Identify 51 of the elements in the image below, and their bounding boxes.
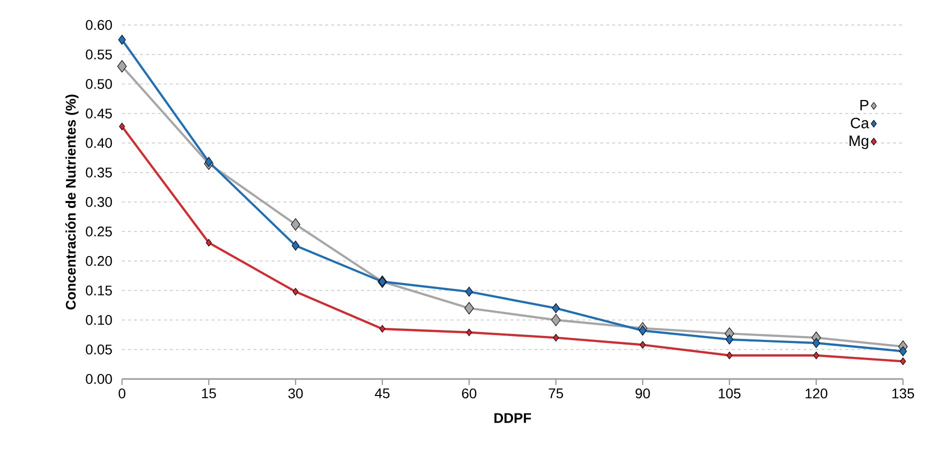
point — [726, 352, 732, 360]
x-tick-label: 15 — [202, 388, 216, 398]
x-tick-label: 135 — [892, 388, 914, 398]
x-tick-label: 120 — [806, 388, 828, 398]
y-tick-label: 0.60 — [86, 20, 112, 30]
point — [551, 314, 561, 326]
point — [206, 238, 212, 246]
point — [464, 302, 474, 314]
point — [813, 352, 820, 360]
y-tick-label: 0.50 — [86, 79, 112, 89]
legend-label: Mg — [850, 136, 868, 150]
y-tick-label: 0.30 — [86, 197, 112, 207]
point — [465, 286, 473, 297]
y-tick-label: 0.15 — [86, 286, 112, 296]
point — [466, 328, 472, 336]
point — [900, 358, 906, 366]
y-tick-label: 0.25 — [86, 226, 112, 236]
point — [290, 218, 300, 231]
point — [638, 326, 646, 336]
x-axis-title: DDPF — [494, 413, 531, 423]
point — [292, 288, 298, 296]
y-axis-title: Concentración de Nutrientes (%) — [65, 94, 78, 310]
point — [117, 60, 127, 72]
x-tick-label: 105 — [718, 388, 740, 398]
point — [292, 240, 300, 251]
x-tick-label: 0 — [118, 388, 126, 398]
y-tick-label: 0.55 — [86, 50, 112, 60]
y-tick-label: 0.45 — [86, 108, 112, 118]
legend-label: Ca — [850, 118, 870, 128]
point — [726, 334, 734, 344]
point — [119, 122, 125, 130]
point — [640, 340, 646, 349]
y-tick-label: 0.20 — [86, 256, 112, 266]
point — [552, 334, 559, 342]
legend-label: P — [860, 100, 868, 110]
x-tick-label: 90 — [636, 388, 650, 398]
point — [899, 346, 907, 356]
x-tick-label: 45 — [374, 388, 390, 398]
x-tick-label: 30 — [288, 388, 303, 398]
x-tick-label: 60 — [462, 388, 476, 398]
point — [812, 338, 820, 348]
point — [204, 156, 213, 167]
y-tick-label: 0.00 — [86, 374, 112, 384]
point — [552, 303, 560, 314]
y-tick-label: 0.10 — [86, 315, 112, 325]
y-tick-label: 0.40 — [86, 138, 112, 148]
y-tick-label: 0.05 — [86, 344, 112, 354]
point — [118, 34, 126, 45]
x-tick-label: 75 — [548, 388, 564, 398]
point — [379, 325, 386, 333]
y-tick-label: 0.35 — [86, 168, 112, 178]
